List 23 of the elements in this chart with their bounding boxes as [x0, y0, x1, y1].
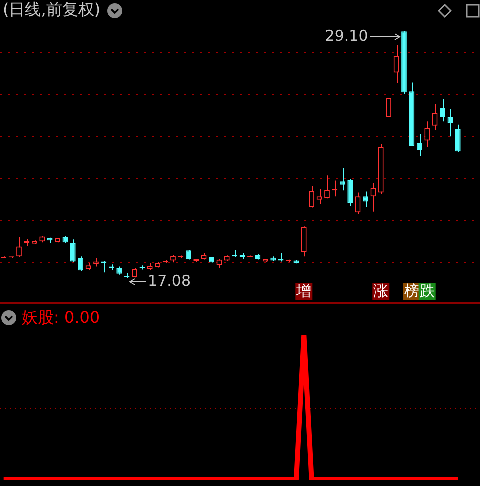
annotation: 29.10	[325, 26, 368, 45]
candlestick	[440, 98, 446, 122]
chart-title: 妖股: 0.00	[22, 308, 100, 329]
text: 榜	[404, 282, 420, 300]
candlestick	[16, 236, 22, 258]
candlestick	[348, 178, 354, 207]
candlestick	[455, 124, 461, 153]
chart-title: (日线,前复权)	[3, 0, 101, 21]
text: 跌	[420, 282, 435, 300]
candlestick	[424, 121, 430, 148]
candlestick	[432, 103, 438, 131]
candlestick	[301, 226, 307, 258]
annotation: 17.08	[148, 272, 192, 290]
text: 涨	[374, 282, 389, 300]
candlestick	[309, 185, 315, 208]
candlestick	[370, 182, 376, 212]
candlestick	[70, 239, 76, 263]
candlestick	[78, 256, 84, 272]
candlestick	[416, 133, 422, 156]
candlestick	[340, 168, 346, 192]
candlestick	[363, 191, 368, 208]
text: 增	[296, 282, 312, 300]
candlestick	[316, 188, 322, 205]
